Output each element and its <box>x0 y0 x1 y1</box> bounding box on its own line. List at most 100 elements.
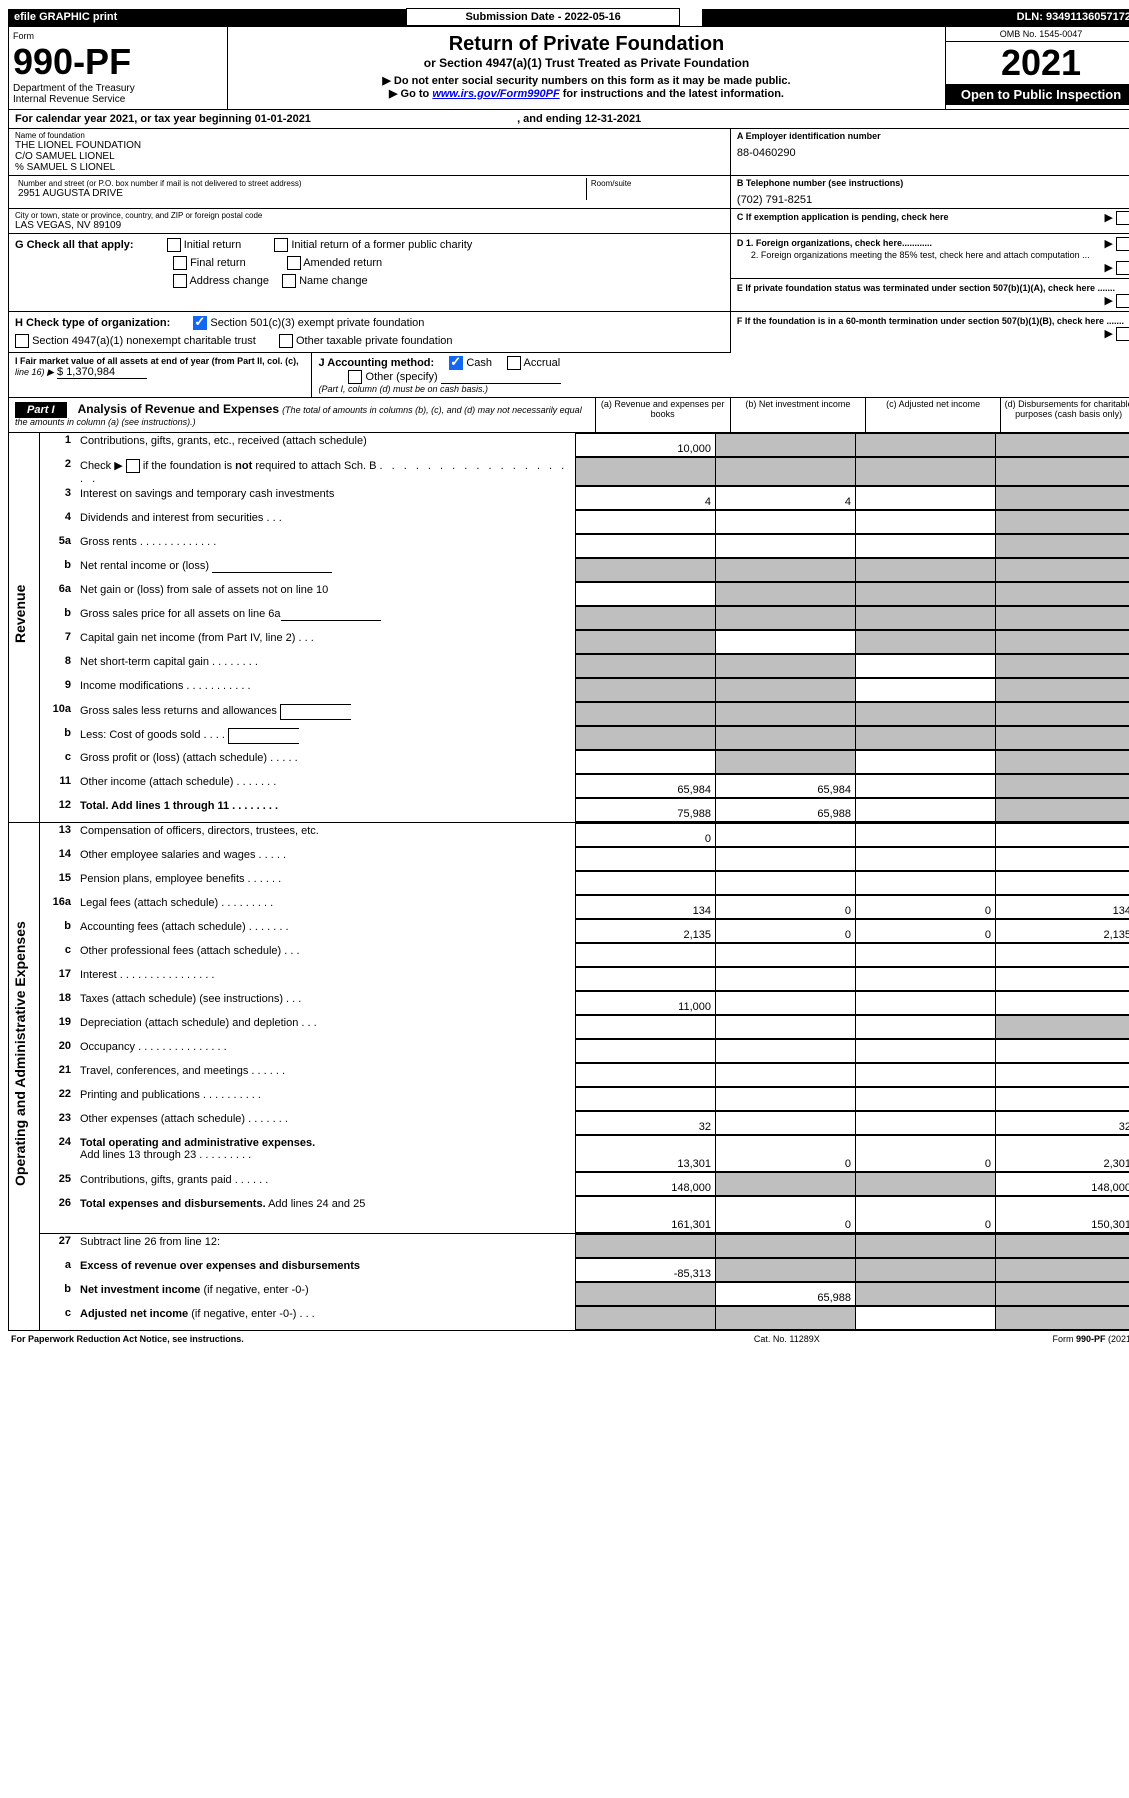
g-addr-label: Address change <box>189 275 269 287</box>
row-6b-c <box>856 607 996 630</box>
d1-checkbox[interactable] <box>1116 237 1129 251</box>
goto-prefix: ▶ Go to <box>389 88 432 100</box>
row-24-label: Total operating and administrative expen… <box>77 1136 576 1172</box>
row-13-c <box>856 824 996 847</box>
row-5b-d <box>996 559 1129 582</box>
col-c-header: (c) Adjusted net income <box>866 398 1001 432</box>
row-6a-label: Net gain or (loss) from sale of assets n… <box>77 583 576 606</box>
row-25-num: 25 <box>40 1172 78 1196</box>
ein: 88-0460290 <box>737 147 1129 159</box>
row-16c-num: c <box>40 943 78 967</box>
row-4-c <box>856 511 996 534</box>
j-cash-checkbox[interactable] <box>449 356 463 370</box>
row-16b-label: Accounting fees (attach schedule) . . . … <box>77 920 576 943</box>
row-27-b <box>716 1235 856 1258</box>
efile-label[interactable]: efile GRAPHIC print <box>8 9 407 26</box>
row-14-a <box>576 848 716 871</box>
row-11-c <box>856 775 996 798</box>
g-name-checkbox[interactable] <box>282 274 296 288</box>
h-4947-checkbox[interactable] <box>15 334 29 348</box>
row-1-a: 10,000 <box>576 434 716 457</box>
g-final-label: Final return <box>190 257 246 269</box>
e-checkbox[interactable] <box>1116 294 1129 308</box>
street-addr: 2951 AUGUSTA DRIVE <box>18 188 583 199</box>
row-12-d <box>996 799 1129 822</box>
row-7-num: 7 <box>40 630 78 654</box>
row-22-num: 22 <box>40 1087 78 1111</box>
row-3-num: 3 <box>40 486 78 510</box>
h-4947-label: Section 4947(a)(1) nonexempt charitable … <box>32 335 256 347</box>
omb: OMB No. 1545-0047 <box>946 27 1129 42</box>
g-amended-checkbox[interactable] <box>287 256 301 270</box>
row-7-b <box>716 631 856 654</box>
row-16b-c: 0 <box>856 920 996 943</box>
row-11-a: 65,984 <box>576 775 716 798</box>
form-label: Form <box>13 31 223 41</box>
g-final-checkbox[interactable] <box>173 256 187 270</box>
g-initial-former-checkbox[interactable] <box>274 238 288 252</box>
g-addr-checkbox[interactable] <box>173 274 187 288</box>
j-other-checkbox[interactable] <box>348 370 362 384</box>
row-21-b <box>716 1064 856 1087</box>
row-6b-b <box>716 607 856 630</box>
footer: For Paperwork Reduction Act Notice, see … <box>8 1333 1129 1345</box>
row-24-c: 0 <box>856 1136 996 1172</box>
row-21-d <box>996 1064 1129 1087</box>
row-13-label: Compensation of officers, directors, tru… <box>77 824 576 847</box>
city-state-zip: LAS VEGAS, NV 89109 <box>15 220 724 231</box>
form-title: Return of Private Foundation <box>234 33 939 56</box>
row-5a-a <box>576 535 716 558</box>
ein-label: A Employer identification number <box>737 131 1129 141</box>
h-501c3-checkbox[interactable] <box>193 316 207 330</box>
tax-year: 2021 <box>946 42 1129 84</box>
form-link[interactable]: www.irs.gov/Form990PF <box>432 88 559 100</box>
row-27a-num: a <box>40 1258 78 1282</box>
row-27c-a <box>576 1307 716 1330</box>
row-24-d: 2,301 <box>996 1136 1129 1172</box>
header: Form 990-PF Department of the Treasury I… <box>8 26 1129 110</box>
row-20-b <box>716 1040 856 1063</box>
row-10b-num: b <box>40 726 78 750</box>
name-label: Name of foundation <box>15 131 724 140</box>
f-checkbox[interactable] <box>1116 327 1129 341</box>
row-6b-d <box>996 607 1129 630</box>
g-initial-checkbox[interactable] <box>167 238 181 252</box>
g-amended-label: Amended return <box>303 257 382 269</box>
part1-table: Part I Analysis of Revenue and Expenses … <box>8 398 1129 1331</box>
row-26-d: 150,301 <box>996 1197 1129 1233</box>
row-5a-num: 5a <box>40 534 78 558</box>
d2-checkbox[interactable] <box>1116 261 1129 275</box>
row-20-num: 20 <box>40 1039 78 1063</box>
period-end: 12-31-2021 <box>585 113 641 125</box>
foundation-name-3: % SAMUEL S LIONEL <box>15 162 724 173</box>
row-2-checkbox[interactable] <box>126 459 140 473</box>
row-23-a: 32 <box>576 1112 716 1135</box>
row-2-label: Check ▶ if the foundation is not require… <box>77 458 576 486</box>
row-14-num: 14 <box>40 847 78 871</box>
row-23-d: 32 <box>996 1112 1129 1135</box>
row-22-label: Printing and publications . . . . . . . … <box>77 1088 576 1111</box>
tel-label: B Telephone number (see instructions) <box>737 178 1129 188</box>
col-d-header: (d) Disbursements for charitable purpose… <box>1001 398 1129 432</box>
row-1-label: Contributions, gifts, grants, etc., rece… <box>77 434 576 457</box>
c-label: C If exemption application is pending, c… <box>737 212 949 222</box>
h-other-checkbox[interactable] <box>279 334 293 348</box>
row-8-c <box>856 655 996 678</box>
row-6b-label: Gross sales price for all assets on line… <box>77 607 576 630</box>
row-16a-c: 0 <box>856 896 996 919</box>
row-27a-b <box>716 1259 856 1282</box>
goto-suffix: for instructions and the latest informat… <box>560 88 784 100</box>
row-7-c <box>856 631 996 654</box>
row-27-label: Subtract line 26 from line 12: <box>77 1235 576 1258</box>
row-14-c <box>856 848 996 871</box>
row-19-d <box>996 1016 1129 1039</box>
row-2-suffix: if the foundation is not required to att… <box>143 460 377 472</box>
j-accrual-checkbox[interactable] <box>507 356 521 370</box>
row-23-num: 23 <box>40 1111 78 1135</box>
row-22-c <box>856 1088 996 1111</box>
row-16b-d: 2,135 <box>996 920 1129 943</box>
h-label: H Check type of organization: <box>15 317 170 329</box>
c-checkbox[interactable] <box>1116 211 1129 225</box>
row-23-label: Other expenses (attach schedule) . . . .… <box>77 1112 576 1135</box>
j-cash-label: Cash <box>466 357 492 369</box>
